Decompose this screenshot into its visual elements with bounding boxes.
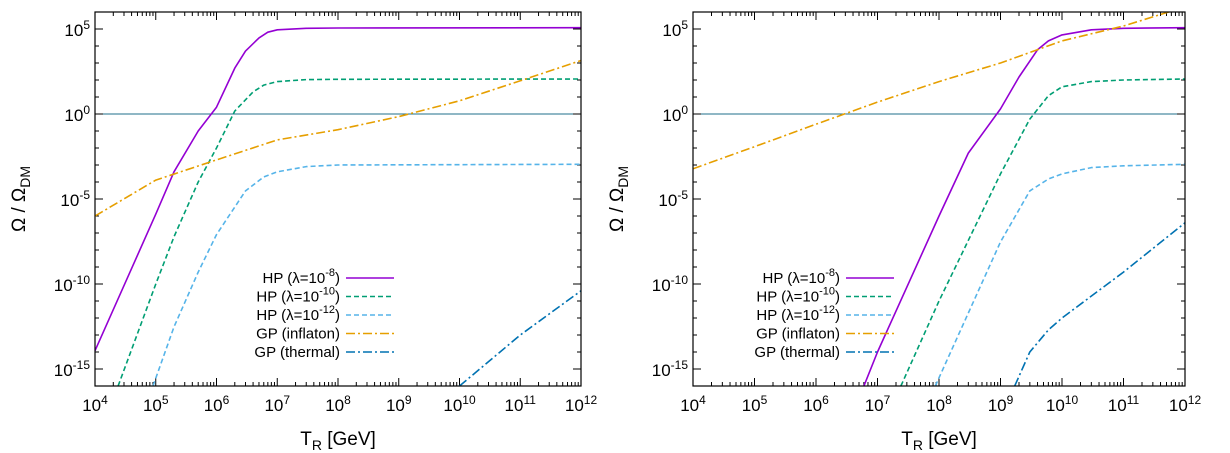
legend: HP (λ=10-8)HP (λ=10-10)HP (λ=10-12) GP (i…: [254, 267, 394, 361]
legend-label: HP (λ=10-8): [763, 267, 840, 287]
series-line-3: [95, 59, 581, 217]
series-line-4: [458, 290, 581, 386]
x-axis-label: TR [GeV]: [901, 429, 977, 453]
y-tick-label: 105: [64, 18, 90, 40]
y-tick-label: 10-10: [652, 273, 689, 295]
series-line-1: [117, 78, 581, 386]
legend: HP (λ=10-8)HP (λ=10-10)HP (λ=10-12) GP (i…: [754, 267, 894, 361]
x-tick-label: 108: [926, 393, 952, 415]
x-tick-label: 1011: [505, 393, 537, 415]
series-group: [95, 26, 581, 386]
y-tick-label: 10-5: [658, 188, 688, 210]
legend-label: HP (λ=10-12): [756, 304, 840, 324]
x-tick-label: 104: [680, 393, 706, 415]
legend-label: HP (λ=10-10): [756, 286, 840, 306]
series-line-2: [934, 163, 1185, 386]
series-line-3: [693, 12, 1172, 170]
series-line-2: [152, 163, 581, 386]
y-axis-label: Ω / ΩDM: [9, 166, 33, 232]
legend-label: HP (λ=10-12): [256, 304, 340, 324]
series-line-0: [95, 26, 581, 352]
y-tick-label: 10-15: [54, 358, 91, 380]
legend-label: HP (λ=10-10): [256, 286, 340, 306]
y-tick-label: 10-15: [652, 358, 689, 380]
x-tick-label: 107: [865, 393, 891, 415]
x-tick-label: 105: [742, 393, 768, 415]
x-tick-label: 106: [803, 393, 829, 415]
y-tick-label: 100: [64, 103, 90, 125]
y-tick-label: 100: [662, 103, 688, 125]
x-tick-label: 109: [988, 393, 1014, 415]
y-tick-label: 105: [662, 18, 688, 40]
y-tick-label: 10-10: [54, 273, 91, 295]
y-tick-label: 10-5: [60, 188, 90, 210]
x-tick-label: 1011: [1108, 393, 1140, 415]
chart-panel-left: 104 105 106 107 108 109 1010 1011 1012 10-15 10-10…: [9, 11, 598, 453]
legend-label: GP (inflaton): [256, 326, 340, 343]
plot-frame: [692, 11, 1186, 387]
x-tick-label: 108: [325, 393, 351, 415]
x-tick-label: 105: [143, 393, 169, 415]
x-tick-label: 1010: [1046, 393, 1079, 415]
y-axis-label: Ω / ΩDM: [607, 166, 631, 232]
x-tick-label: 104: [82, 393, 108, 415]
x-tick-label: 106: [204, 393, 230, 415]
plot-frame: [94, 11, 582, 387]
x-tick-label: 1010: [443, 393, 476, 415]
series-line-0: [863, 26, 1185, 386]
series-line-1: [900, 78, 1185, 386]
legend-label: GP (thermal): [254, 344, 340, 361]
x-tick-label: 1012: [1169, 393, 1202, 415]
x-axis-label: TR [GeV]: [300, 429, 376, 453]
x-tick-label: 109: [386, 393, 412, 415]
x-tick-label: 107: [264, 393, 290, 415]
series-group: [693, 12, 1185, 386]
series-line-4: [1013, 222, 1185, 386]
legend-label: GP (inflaton): [756, 326, 840, 343]
chart-panel-right: 104 105 106 107 108 109 1010 1011 1012 10-15 10-10…: [607, 11, 1202, 453]
legend-label: HP (λ=10-8): [263, 267, 340, 287]
legend-label: GP (thermal): [754, 344, 840, 361]
x-tick-label: 1012: [565, 393, 598, 415]
